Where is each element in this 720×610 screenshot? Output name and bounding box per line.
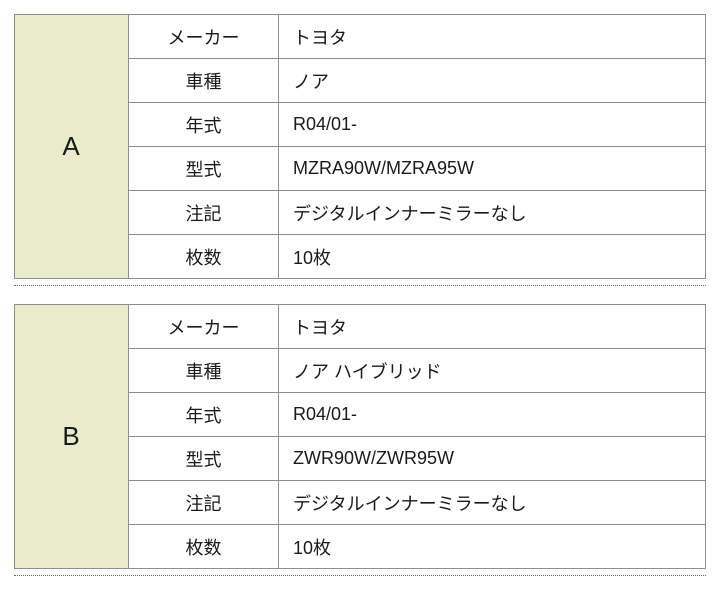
group-id-cell: A	[15, 15, 129, 279]
spec-label: 年式	[129, 103, 279, 147]
spec-label: 年式	[129, 393, 279, 437]
spec-label: メーカー	[129, 15, 279, 59]
section-divider	[14, 575, 706, 576]
spec-label: 車種	[129, 349, 279, 393]
spec-value: 10枚	[279, 235, 706, 279]
spec-label: 注記	[129, 481, 279, 525]
spec-value: トヨタ	[279, 15, 706, 59]
spec-value: デジタルインナーミラーなし	[279, 191, 706, 235]
spec-value: デジタルインナーミラーなし	[279, 481, 706, 525]
spec-label: 注記	[129, 191, 279, 235]
spec-label: 型式	[129, 437, 279, 481]
spec-tables-container: Aメーカートヨタ車種ノア年式R04/01-型式MZRA90W/MZRA95W注記…	[14, 14, 706, 576]
spec-value: R04/01-	[279, 103, 706, 147]
spec-table: Aメーカートヨタ車種ノア年式R04/01-型式MZRA90W/MZRA95W注記…	[14, 14, 706, 279]
spec-label: 型式	[129, 147, 279, 191]
spec-label: メーカー	[129, 305, 279, 349]
spec-value: R04/01-	[279, 393, 706, 437]
spec-label: 車種	[129, 59, 279, 103]
spec-label: 枚数	[129, 525, 279, 569]
spec-value: ノア ハイブリッド	[279, 349, 706, 393]
spec-value: ノア	[279, 59, 706, 103]
table-row: Aメーカートヨタ	[15, 15, 706, 59]
table-row: Bメーカートヨタ	[15, 305, 706, 349]
section-divider	[14, 285, 706, 286]
spec-value: ZWR90W/ZWR95W	[279, 437, 706, 481]
spec-table: Bメーカートヨタ車種ノア ハイブリッド年式R04/01-型式ZWR90W/ZWR…	[14, 304, 706, 569]
spec-value: MZRA90W/MZRA95W	[279, 147, 706, 191]
spec-label: 枚数	[129, 235, 279, 279]
spec-value: 10枚	[279, 525, 706, 569]
group-id-cell: B	[15, 305, 129, 569]
spec-value: トヨタ	[279, 305, 706, 349]
